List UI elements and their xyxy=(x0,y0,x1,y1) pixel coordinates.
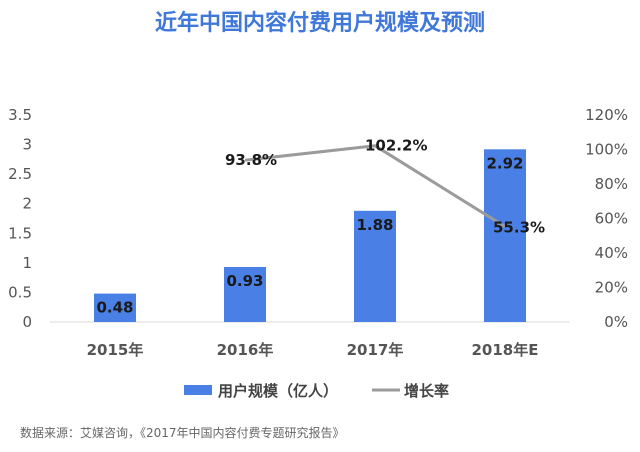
rate-data-label: 102.2% xyxy=(365,137,427,155)
bar-data-label: 1.88 xyxy=(356,216,393,234)
y-right-tick-label: 80% xyxy=(595,175,628,193)
y-left-tick-label: 0.5 xyxy=(8,283,32,301)
bar xyxy=(354,210,396,322)
y-left-tick-label: 3 xyxy=(22,136,32,154)
bar-data-label: 2.92 xyxy=(486,154,523,172)
legend-swatch-bar xyxy=(184,385,212,395)
x-tick-label: 2016年 xyxy=(217,341,274,359)
legend-label-bar: 用户规模（亿人） xyxy=(218,382,338,400)
chart-title: 近年中国内容付费用户规模及预测 xyxy=(155,10,485,36)
y-left-tick-label: 0 xyxy=(22,313,32,331)
y-left-tick-label: 2 xyxy=(22,195,32,213)
y-left-tick-label: 3.5 xyxy=(8,106,32,124)
y-right-tick-label: 60% xyxy=(595,210,628,228)
legend: 用户规模（亿人） 增长率 xyxy=(184,382,449,400)
rate-data-label: 93.8% xyxy=(225,151,277,169)
x-tick-label: 2015年 xyxy=(87,341,144,359)
bar-data-label: 0.93 xyxy=(226,272,263,290)
bar-data-label: 0.48 xyxy=(96,299,133,317)
source-note: 数据来源：艾媒咨询，《2017年中国内容付费专题研究报告》 xyxy=(20,425,345,440)
rate-data-label: 55.3% xyxy=(493,219,545,237)
legend-label-line: 增长率 xyxy=(404,382,449,400)
y-left-tick-label: 2.5 xyxy=(8,165,32,183)
y-right-tick-label: 0% xyxy=(604,313,628,331)
x-tick-label: 2017年 xyxy=(347,341,404,359)
bar xyxy=(94,293,136,322)
y-right-tick-label: 120% xyxy=(585,106,628,124)
bar xyxy=(224,266,266,322)
x-tick-label: 2018年E xyxy=(472,341,539,359)
plot-area: 0 0.5 1 1.5 2 2.5 3 3.5 0% 20% 40% 60% 80% 100% 120% 20… xyxy=(8,106,628,359)
y-right-tick-label: 20% xyxy=(595,279,628,297)
y-left-tick-label: 1 xyxy=(22,254,32,272)
y-right-tick-label: 40% xyxy=(595,244,628,262)
bar xyxy=(484,149,526,322)
growth-rate-line xyxy=(244,144,506,228)
y-left-tick-label: 1.5 xyxy=(8,224,32,242)
y-right-tick-label: 100% xyxy=(585,141,628,159)
